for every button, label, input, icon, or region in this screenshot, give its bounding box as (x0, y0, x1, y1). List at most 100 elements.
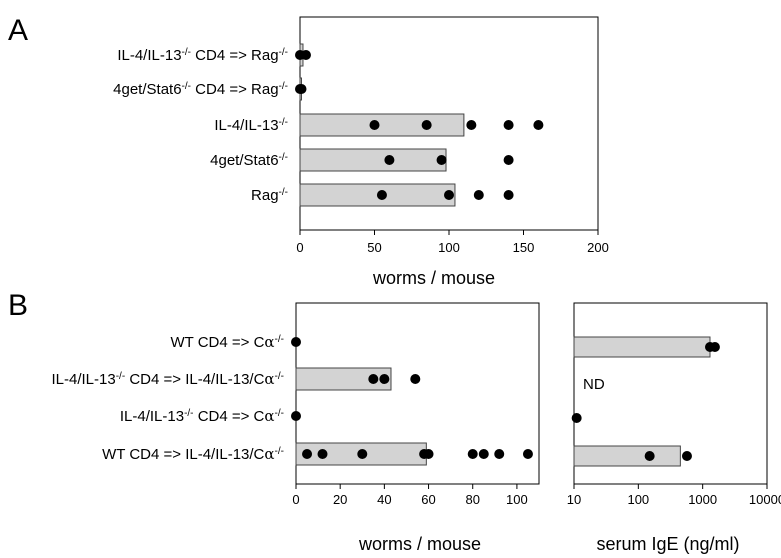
category-label-part: -/- (116, 371, 125, 382)
data-point (369, 120, 380, 130)
x-tick-label: 10000 (749, 492, 781, 507)
category-label-part: -/- (279, 187, 288, 198)
data-point (467, 449, 478, 459)
bar (295, 367, 392, 391)
category-label-part: CD4 => IL-4/IL-13/C (125, 371, 264, 388)
data-point (478, 449, 489, 459)
data-point (291, 411, 301, 421)
data-point (503, 120, 514, 130)
data-point (368, 374, 379, 384)
category-label-part: CD4 => Rag (191, 81, 279, 98)
x-tick-label: 40 (377, 492, 391, 507)
panel-b-letter: B (8, 289, 28, 322)
x-tick-label: 10 (567, 492, 581, 507)
data-point (466, 120, 477, 130)
category-label-part: -/- (275, 334, 284, 345)
category-label-part: α (264, 445, 274, 463)
category-label-part: -/- (275, 371, 284, 382)
category-label-part: WT CD4 => IL-4/IL-13/C (102, 446, 264, 463)
data-point (444, 190, 454, 200)
category-label-part: 4get/Stat6 (113, 81, 181, 98)
category-label-part: IL-4/IL-13 (52, 371, 116, 388)
category-label: WT CD4 => Cα-/- (170, 333, 284, 351)
category-label-part: -/- (184, 408, 193, 419)
data-point (302, 449, 313, 459)
data-point (571, 413, 582, 423)
x-tick-label: 100 (438, 240, 460, 255)
x-tick-label: 100 (506, 492, 528, 507)
data-point (376, 190, 387, 200)
category-label-part: -/- (279, 152, 288, 163)
category-label-part: IL-4/IL-13 (117, 47, 181, 64)
category-label: 4get/Stat6-/- (210, 152, 288, 170)
data-point (300, 50, 311, 60)
category-label: Rag-/- (251, 187, 288, 205)
data-point (681, 451, 692, 461)
x-tick-label: 60 (421, 492, 435, 507)
category-label-part: -/- (182, 47, 191, 58)
plot-frame (573, 302, 768, 485)
category-label-part: -/- (182, 81, 191, 92)
category-label-part: Rag (251, 187, 279, 204)
category-label: IL-4/IL-13-/- (214, 117, 288, 135)
category-label-part: -/- (279, 47, 288, 58)
data-point (357, 449, 368, 459)
data-point (494, 449, 505, 459)
category-label-part: CD4 => Rag (191, 47, 279, 64)
category-label-part: WT CD4 => C (170, 334, 264, 351)
x-axis-label: serum IgE (ng/ml) (596, 534, 739, 554)
data-point (473, 190, 484, 200)
panel-a-chart: IL-4/IL-13-/- CD4 => Rag-/-4get/Stat6-/-… (113, 16, 609, 288)
data-point (410, 374, 421, 384)
category-label: 4get/Stat6-/- CD4 => Rag-/- (113, 81, 288, 99)
data-point (503, 190, 514, 200)
x-tick-label: 50 (367, 240, 381, 255)
x-tick-label: 20 (333, 492, 347, 507)
category-label-part: IL-4/IL-13 (214, 117, 278, 134)
panel-b-worms-chart: WT CD4 => Cα-/-IL-4/IL-13-/- CD4 => IL-4… (52, 302, 540, 554)
x-tick-label: 80 (465, 492, 479, 507)
x-tick-label: 1000 (688, 492, 717, 507)
category-label-part: CD4 => C (194, 408, 265, 425)
data-point (317, 449, 328, 459)
x-tick-label: 0 (296, 240, 303, 255)
x-tick-label: 0 (292, 492, 299, 507)
bar (299, 113, 465, 137)
data-point (709, 342, 720, 352)
category-label-part: -/- (279, 117, 288, 128)
bar (573, 445, 681, 467)
data-point (503, 155, 514, 165)
category-label: WT CD4 => IL-4/IL-13/Cα-/- (102, 445, 284, 463)
plot-frame (295, 302, 540, 485)
data-point (384, 155, 395, 165)
x-axis-label: worms / mouse (358, 534, 481, 554)
data-point (379, 374, 390, 384)
category-label-part: -/- (275, 446, 284, 457)
x-axis-label: worms / mouse (372, 268, 495, 288)
category-label-part: -/- (275, 408, 284, 419)
category-label-part: α (264, 370, 274, 388)
data-point (421, 120, 432, 130)
bar (573, 336, 711, 358)
category-label-part: α (264, 333, 274, 351)
data-point (436, 155, 447, 165)
data-point (423, 449, 434, 459)
data-point (522, 449, 533, 459)
category-label-part: 4get/Stat6 (210, 152, 278, 169)
not-determined-label: ND (583, 376, 605, 393)
data-point (296, 84, 307, 94)
panel-a-letter: A (8, 14, 28, 47)
x-tick-label: 100 (627, 492, 649, 507)
data-point (644, 451, 655, 461)
category-label-part: IL-4/IL-13 (120, 408, 184, 425)
category-label-part: α (264, 407, 274, 425)
category-label: IL-4/IL-13-/- CD4 => Cα-/- (120, 407, 284, 425)
data-point (291, 337, 301, 347)
panel-b-ige-chart: ND 10 100 1000 10000 serum IgE (ng/ml) (567, 302, 781, 554)
x-tick-label: 200 (587, 240, 609, 255)
data-point (533, 120, 544, 130)
category-label: IL-4/IL-13-/- CD4 => Rag-/- (117, 47, 288, 65)
category-label: IL-4/IL-13-/- CD4 => IL-4/IL-13/Cα-/- (52, 370, 285, 388)
category-label-part: -/- (279, 81, 288, 92)
